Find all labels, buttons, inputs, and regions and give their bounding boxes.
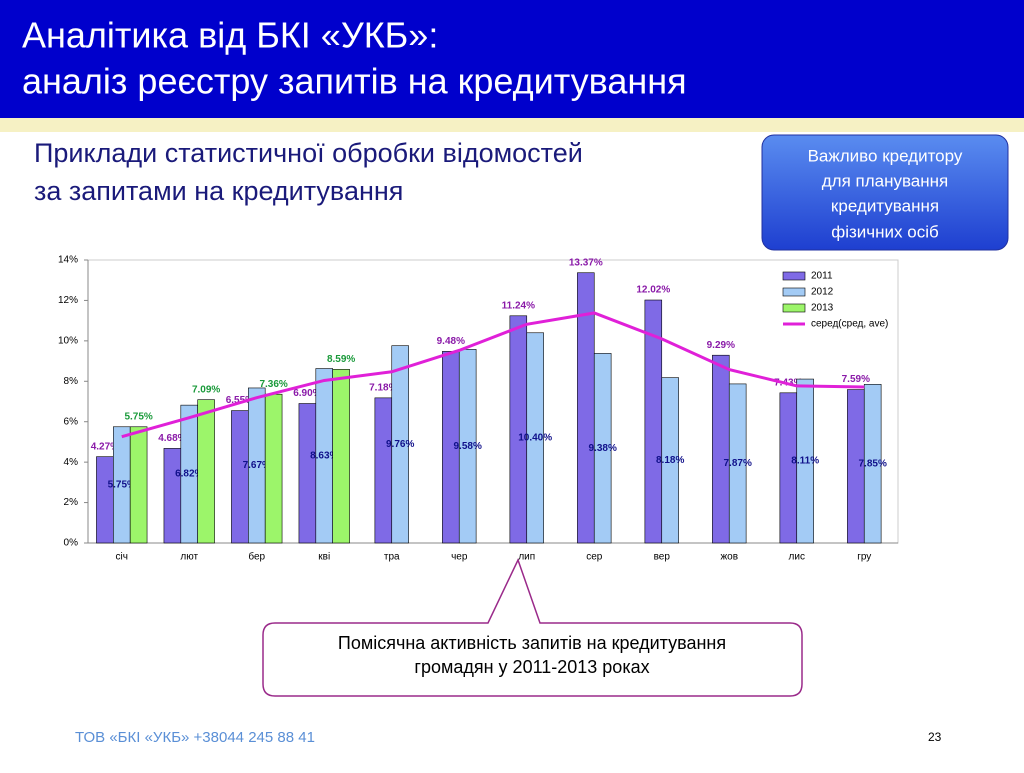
avg-line xyxy=(121,311,865,439)
value-label: 8.59% xyxy=(327,354,355,365)
value-label: 4.68% xyxy=(158,433,186,444)
title-line: Аналітика від БКІ «УКБ»: xyxy=(22,15,438,56)
legend-label: 2012 xyxy=(811,287,834,298)
note-line: Помісячна активність запитів на кредитув… xyxy=(338,633,726,653)
value-label: 9.58% xyxy=(454,441,482,452)
value-label: 7.36% xyxy=(259,379,287,390)
y-tick-label: 14% xyxy=(58,255,78,266)
legend-label: 2011 xyxy=(811,271,833,282)
value-label: 4.27% xyxy=(91,441,119,452)
x-tick-label: жов xyxy=(720,552,738,563)
bar xyxy=(863,384,882,544)
subtitle-line: Приклади статистичної обробки відомостей xyxy=(34,138,583,168)
y-tick-label: 4% xyxy=(64,457,79,468)
value-label: 10.40% xyxy=(518,433,552,444)
legend-swatch xyxy=(782,271,806,281)
value-label: 6.82% xyxy=(175,469,203,480)
value-label: 7.87% xyxy=(724,458,752,469)
legend-label: 2013 xyxy=(811,303,834,314)
footer: ТОВ «БКІ «УКБ» +38044 245 88 41 xyxy=(75,729,315,746)
bar xyxy=(197,399,215,544)
page-number: 23 xyxy=(928,730,942,744)
y-tick-label: 10% xyxy=(58,335,78,346)
title-line: аналіз реєстру запитів на кредитування xyxy=(22,61,687,102)
value-label: 12.02% xyxy=(636,285,670,296)
value-label: 7.18% xyxy=(369,383,397,394)
callout-line: фізичних осіб xyxy=(831,222,939,241)
x-tick-label: кві xyxy=(318,552,330,563)
value-label: 7.09% xyxy=(192,384,220,395)
bar xyxy=(298,403,317,544)
value-label: 9.48% xyxy=(437,336,465,347)
legend-swatch xyxy=(782,303,806,313)
y-tick-label: 12% xyxy=(58,295,78,306)
bar xyxy=(332,369,350,544)
note-callout xyxy=(262,558,803,697)
bar xyxy=(779,392,798,544)
bar xyxy=(796,378,814,544)
x-tick-label: лют xyxy=(180,552,198,563)
bar xyxy=(231,410,249,544)
value-label: 11.24% xyxy=(502,300,535,311)
y-tick-label: 0% xyxy=(64,538,79,549)
legend-label: серед(сред, ave) xyxy=(811,319,888,330)
callout-line: Важливо кредитору xyxy=(808,146,963,165)
bar xyxy=(391,345,409,544)
x-tick-label: гру xyxy=(857,552,871,563)
chart: 0% 2% 4% 6% 8% 10% 12% 14% січ 4.27% 5.75% 5.75% лют… xyxy=(58,255,899,563)
x-tick-label: чер xyxy=(451,552,468,563)
bar xyxy=(661,377,679,544)
value-label: 8.11% xyxy=(791,456,819,467)
subtitle-line: за запитами на кредитування xyxy=(34,176,403,206)
y-tick-label: 8% xyxy=(64,376,79,387)
bar xyxy=(374,397,393,544)
bar xyxy=(163,448,182,544)
value-label: 5.75% xyxy=(124,411,152,422)
bar xyxy=(264,393,283,544)
bar xyxy=(526,332,544,544)
x-tick-label: тра xyxy=(384,552,400,563)
value-label: 5.75% xyxy=(108,480,136,491)
bar xyxy=(458,349,477,544)
callout-line: для планування xyxy=(822,171,949,190)
x-tick-label: лис xyxy=(789,552,805,563)
x-tick-label: вер xyxy=(654,552,671,563)
header-band xyxy=(0,0,1024,118)
callout-line: кредитування xyxy=(831,196,939,215)
value-label: 9.76% xyxy=(386,439,414,450)
bar xyxy=(712,354,730,544)
callout-box xyxy=(761,134,1009,251)
value-label: 7.67% xyxy=(243,460,271,471)
x-tick-label: лип xyxy=(518,552,535,563)
note-line: громадян у 2011-2013 роках xyxy=(414,657,649,677)
bar xyxy=(96,456,114,544)
y-tick-label: 2% xyxy=(64,497,79,508)
legend-swatch xyxy=(782,287,806,297)
value-label: 6.55% xyxy=(226,395,254,406)
bar xyxy=(593,353,612,544)
x-tick-label: січ xyxy=(116,552,128,563)
bar xyxy=(129,426,148,544)
header-stripe xyxy=(0,118,1024,132)
x-tick-label: бер xyxy=(248,551,265,563)
y-tick-label: 6% xyxy=(64,416,79,427)
bar xyxy=(509,315,528,544)
bar xyxy=(728,383,747,544)
value-label: 7.85% xyxy=(859,458,887,469)
value-label: 6.90% xyxy=(293,388,321,399)
value-label: 8.63% xyxy=(310,450,338,461)
value-label: 9.38% xyxy=(589,443,617,454)
value-label: 9.29% xyxy=(707,340,735,351)
value-label: 7.59% xyxy=(842,374,870,385)
value-label: 8.18% xyxy=(656,455,684,466)
value-label: 13.37% xyxy=(569,257,603,268)
x-tick-label: сер xyxy=(586,552,603,563)
